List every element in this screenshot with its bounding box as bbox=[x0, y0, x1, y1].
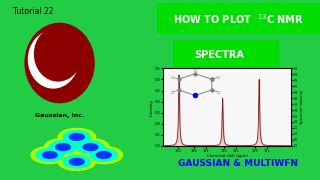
Circle shape bbox=[72, 139, 109, 156]
Circle shape bbox=[85, 147, 123, 164]
Circle shape bbox=[49, 141, 77, 153]
Circle shape bbox=[63, 156, 91, 168]
X-axis label: Chemical shift (ppm): Chemical shift (ppm) bbox=[207, 154, 248, 158]
Circle shape bbox=[36, 149, 64, 161]
Text: HOW TO PLOT  $^{13}$C NMR: HOW TO PLOT $^{13}$C NMR bbox=[173, 12, 304, 26]
Circle shape bbox=[96, 152, 111, 158]
Circle shape bbox=[77, 141, 104, 153]
FancyBboxPatch shape bbox=[157, 3, 320, 34]
Circle shape bbox=[63, 131, 91, 143]
Y-axis label: Intensity: Intensity bbox=[149, 99, 153, 116]
Text: Tutorial 22: Tutorial 22 bbox=[12, 7, 53, 16]
FancyBboxPatch shape bbox=[173, 40, 279, 68]
Circle shape bbox=[31, 147, 68, 164]
Circle shape bbox=[25, 23, 94, 103]
Circle shape bbox=[69, 134, 84, 140]
Circle shape bbox=[58, 153, 95, 170]
Circle shape bbox=[44, 139, 82, 156]
Circle shape bbox=[35, 27, 82, 81]
Circle shape bbox=[56, 144, 70, 150]
Circle shape bbox=[43, 152, 57, 158]
Y-axis label: Spectrum intensity: Spectrum intensity bbox=[300, 90, 304, 124]
Circle shape bbox=[83, 144, 98, 150]
Text: SPECTRA: SPECTRA bbox=[194, 50, 244, 60]
Circle shape bbox=[69, 158, 84, 165]
Circle shape bbox=[28, 31, 78, 88]
Text: GAUSSIAN & MULTIWFN: GAUSSIAN & MULTIWFN bbox=[179, 159, 298, 168]
Circle shape bbox=[90, 149, 117, 161]
Circle shape bbox=[58, 129, 95, 146]
Text: Gaussian, Inc.: Gaussian, Inc. bbox=[35, 113, 84, 118]
